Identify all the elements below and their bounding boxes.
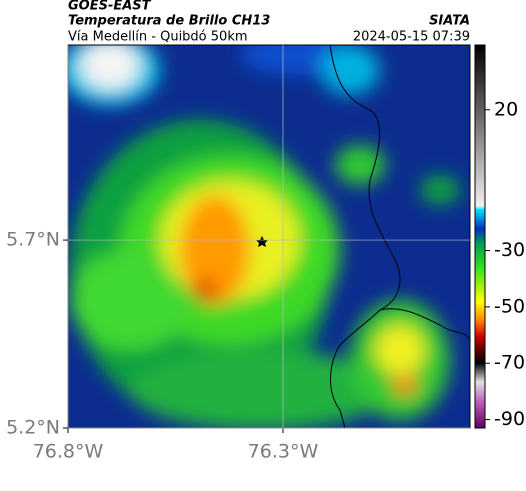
colorbar-tick-label: -70 xyxy=(494,352,525,374)
datetime: 2024-05-15 07:39 xyxy=(353,30,470,45)
colorbar-tick-label: -50 xyxy=(494,295,525,317)
colorbar-tick-label: -90 xyxy=(494,408,525,430)
colorbar xyxy=(474,44,486,429)
region: Vía Medellín - Quibdó 50km xyxy=(68,30,248,45)
source: SIATA xyxy=(429,14,470,29)
satellite-image xyxy=(68,45,470,428)
x-tick-label: 76.8°W xyxy=(33,441,104,463)
city-marker xyxy=(256,236,268,247)
x-tick-label: 76.3°W xyxy=(248,441,319,463)
colorbar-tick-label: 20 xyxy=(494,98,518,120)
subtitle: Temperatura de Brillo CH13 xyxy=(68,14,270,29)
colorbar-tick-label: -30 xyxy=(494,239,525,261)
y-tick-label: 5.7°N xyxy=(6,229,60,251)
title: GOES-EAST xyxy=(68,0,152,14)
y-tick-label: 5.2°N xyxy=(6,417,60,439)
